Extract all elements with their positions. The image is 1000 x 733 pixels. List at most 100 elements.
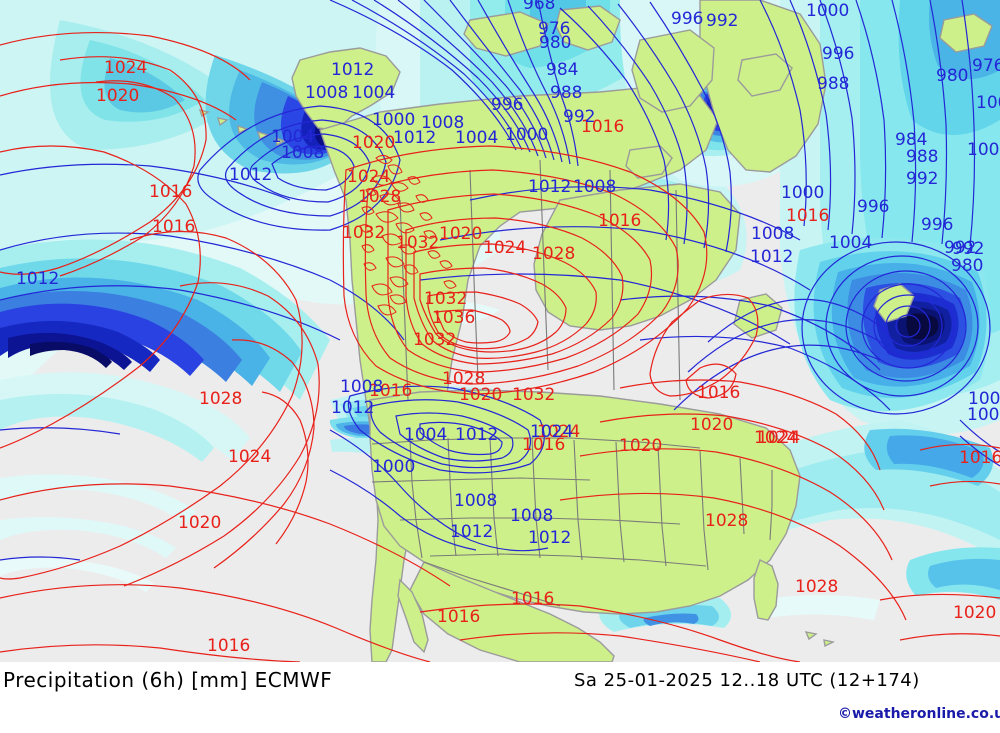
isobar-label: 1004 (352, 83, 395, 103)
isobar-label: 996 (857, 197, 889, 217)
isobar-label: 1024 (483, 238, 526, 258)
isobar-label: 1004 (968, 389, 1000, 409)
isobar-label: 996 (491, 95, 523, 115)
isobar-label: 1024 (228, 447, 271, 467)
isobar-label: 1008 (510, 506, 553, 526)
isobar-label: 1012 (229, 165, 272, 185)
isobars-high (0, 31, 1000, 662)
isobar-label: 1020 (690, 415, 733, 435)
isobar-label: 976 (538, 19, 570, 39)
isobar-label: 1020 (619, 436, 662, 456)
isobar-label: 984 (895, 130, 927, 150)
isobar-label: 1016 (598, 211, 641, 231)
isobar-label: 1012 (750, 247, 793, 267)
isobar-label: 1016 (959, 448, 1000, 468)
map-area[interactable]: 1024 1020 1016 1016 1028 1024 1020 1016 1020 1024… (0, 0, 1000, 662)
isobar-label: 1004 (967, 140, 1000, 160)
isobar-label: 980 (951, 256, 983, 276)
footer-panel: Precipitation (6h) [mm] ECMWF Sa 25-01-2… (0, 662, 1000, 733)
isobar-label: 992 (952, 239, 984, 259)
landmass-layer (198, 0, 993, 662)
isobar-label: 1016 (522, 435, 565, 455)
isobar-label: 1008 (340, 377, 383, 397)
political-borders (371, 159, 773, 607)
chart-title: Precipitation (6h) [mm] ECMWF (3, 668, 333, 692)
isobar-label: 1004 (271, 127, 314, 147)
isobar-label: 1000 (781, 183, 824, 203)
isobar-label: 992 (706, 11, 738, 31)
isobar-label: 1024 (537, 422, 580, 442)
isobar-label: 1008 (751, 224, 794, 244)
isobar-label: 1008 (421, 113, 464, 133)
valid-time-label: Sa 25-01-2025 12..18 UTC (12+174) (574, 670, 920, 691)
isobar-label: 1012 (16, 269, 59, 289)
isobar-label: 1016 (697, 383, 740, 403)
isobar-label: 1028 (532, 244, 575, 264)
isobar-label: 1000 (806, 1, 849, 21)
isobar-label: 1024 (104, 58, 147, 78)
isobar-label: 1024 (530, 422, 573, 442)
isobar-label: 1012 (393, 128, 436, 148)
isobar-label: 1020 (352, 133, 395, 153)
isobar-label: 1012 (331, 60, 374, 80)
isobar-label: 1024 (757, 428, 800, 448)
isobar-label: 996 (921, 215, 953, 235)
isobar-label: 1028 (795, 577, 838, 597)
isobar-label: 1012 (528, 177, 571, 197)
isobar-label: 1020 (459, 385, 502, 405)
isobar-label: 980 (936, 66, 968, 86)
isobar-label: 1008 (967, 405, 1000, 425)
isobar-label: 1016 (437, 607, 480, 627)
isobar-label: 1008 (281, 143, 324, 163)
isobar-label: 1004 (829, 233, 872, 253)
isobar-label: 976 (972, 56, 1000, 76)
isobar-label: 1008 (454, 491, 497, 511)
isobar-label: 1024 (754, 428, 797, 448)
isobar-label: 996 (671, 9, 703, 29)
isobar-label: 968 (523, 0, 555, 14)
isobar-label: 1004 (455, 128, 498, 148)
isobar-label: 1028 (199, 389, 242, 409)
isobar-label: 980 (539, 33, 571, 53)
isobar-label: 1032 (424, 289, 467, 309)
isobar-label: 992 (944, 238, 976, 258)
isobar-label: 1008 (573, 177, 616, 197)
isobar-label: 1004 (404, 425, 447, 445)
isobar-label: 1020 (96, 86, 139, 106)
isobar-label: 1016 (581, 117, 624, 137)
map-canvas[interactable]: 1024102010161016102810241020101610201024… (0, 0, 1000, 662)
isobar-label: 1000 (505, 125, 548, 145)
isobar-label: 992 (563, 107, 595, 127)
isobar-label: 1024 (347, 167, 390, 187)
isobar-label: 1036 (432, 308, 475, 328)
isobar-label: 1016 (369, 381, 412, 401)
isobar-label: 1016 (152, 217, 195, 237)
isobar-label: 1016 (786, 206, 829, 226)
isobar-label: 1028 (358, 187, 401, 207)
isobar-label: 984 (546, 60, 578, 80)
isobar-label: 1020 (178, 513, 221, 533)
isobar-label: 1012 (331, 398, 374, 418)
isobar-label: 988 (906, 147, 938, 167)
isobar-label: 1032 (396, 233, 439, 253)
isobar-label: 1012 (455, 425, 498, 445)
isobar-label: 1012 (528, 528, 571, 548)
isobar-label: 1032 (512, 385, 555, 405)
isobars-low (0, 0, 1000, 561)
isobar-label: 1020 (953, 603, 996, 623)
isobar-label: 992 (906, 169, 938, 189)
isobar-label: 1016 (149, 182, 192, 202)
isobar-label: 1016 (511, 589, 554, 609)
isobar-label: 988 (550, 83, 582, 103)
isobar-label: 1000 (372, 110, 415, 130)
isobar-label: 1032 (342, 223, 385, 243)
isobar-label: 1000 (372, 457, 415, 477)
isobar-label: 1028 (705, 511, 748, 531)
isobar-label: 1028 (442, 369, 485, 389)
isobar-label: 1020 (439, 224, 482, 244)
isobar-label: 1012 (450, 522, 493, 542)
isobar-label: 988 (817, 74, 849, 94)
isobar-label: 1032 (413, 330, 456, 350)
